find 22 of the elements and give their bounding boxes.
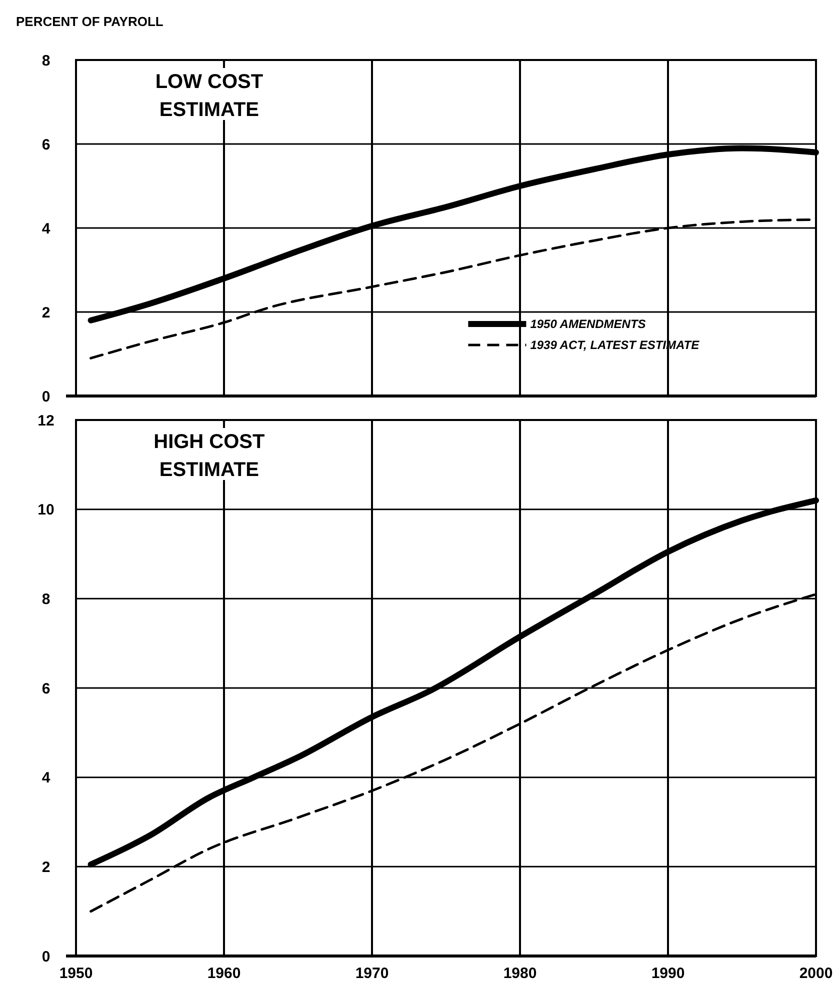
x-tick-label: 1950	[59, 965, 93, 982]
y-tick-label: 0	[42, 388, 50, 406]
y-tick-label: 12	[38, 412, 54, 430]
y-tick-label: 8	[42, 52, 50, 70]
x-tick-label: 1990	[651, 965, 685, 982]
y-tick-label: 10	[38, 502, 54, 519]
y-tick-label: 4	[42, 770, 51, 787]
y-tick-label: 2	[42, 304, 50, 322]
x-tick-label: 1970	[355, 965, 389, 982]
x-tick-label: 2000	[799, 965, 833, 982]
y-tick-label: 2	[42, 858, 50, 876]
y-tick-label: 8	[42, 590, 50, 608]
x-tick-label: 1960	[207, 965, 241, 982]
legend-label: 1950 AMENDMENTS	[530, 317, 646, 331]
x-tick-label: 1980	[503, 965, 537, 982]
y-tick-label: 4	[42, 220, 51, 238]
y-tick-label: 6	[42, 136, 50, 154]
y-tick-label: 0	[42, 948, 50, 966]
y-axis-title: PERCENT OF PAYROLL	[16, 14, 164, 29]
text: LOW COST ESTIMATE	[155, 71, 264, 121]
text: HIGH COST ESTIMATE	[154, 431, 265, 481]
y-tick-label: 6	[42, 680, 50, 698]
